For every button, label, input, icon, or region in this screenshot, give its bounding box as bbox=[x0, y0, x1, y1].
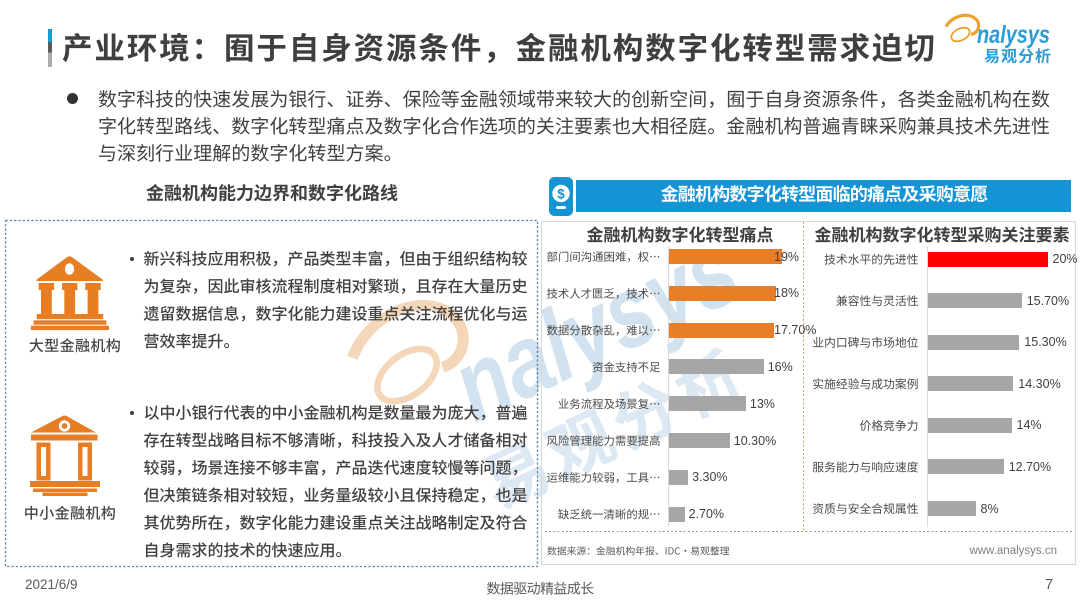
svg-text:$: $ bbox=[557, 186, 565, 201]
svg-text:nalysys: nalysys bbox=[977, 21, 1050, 49]
